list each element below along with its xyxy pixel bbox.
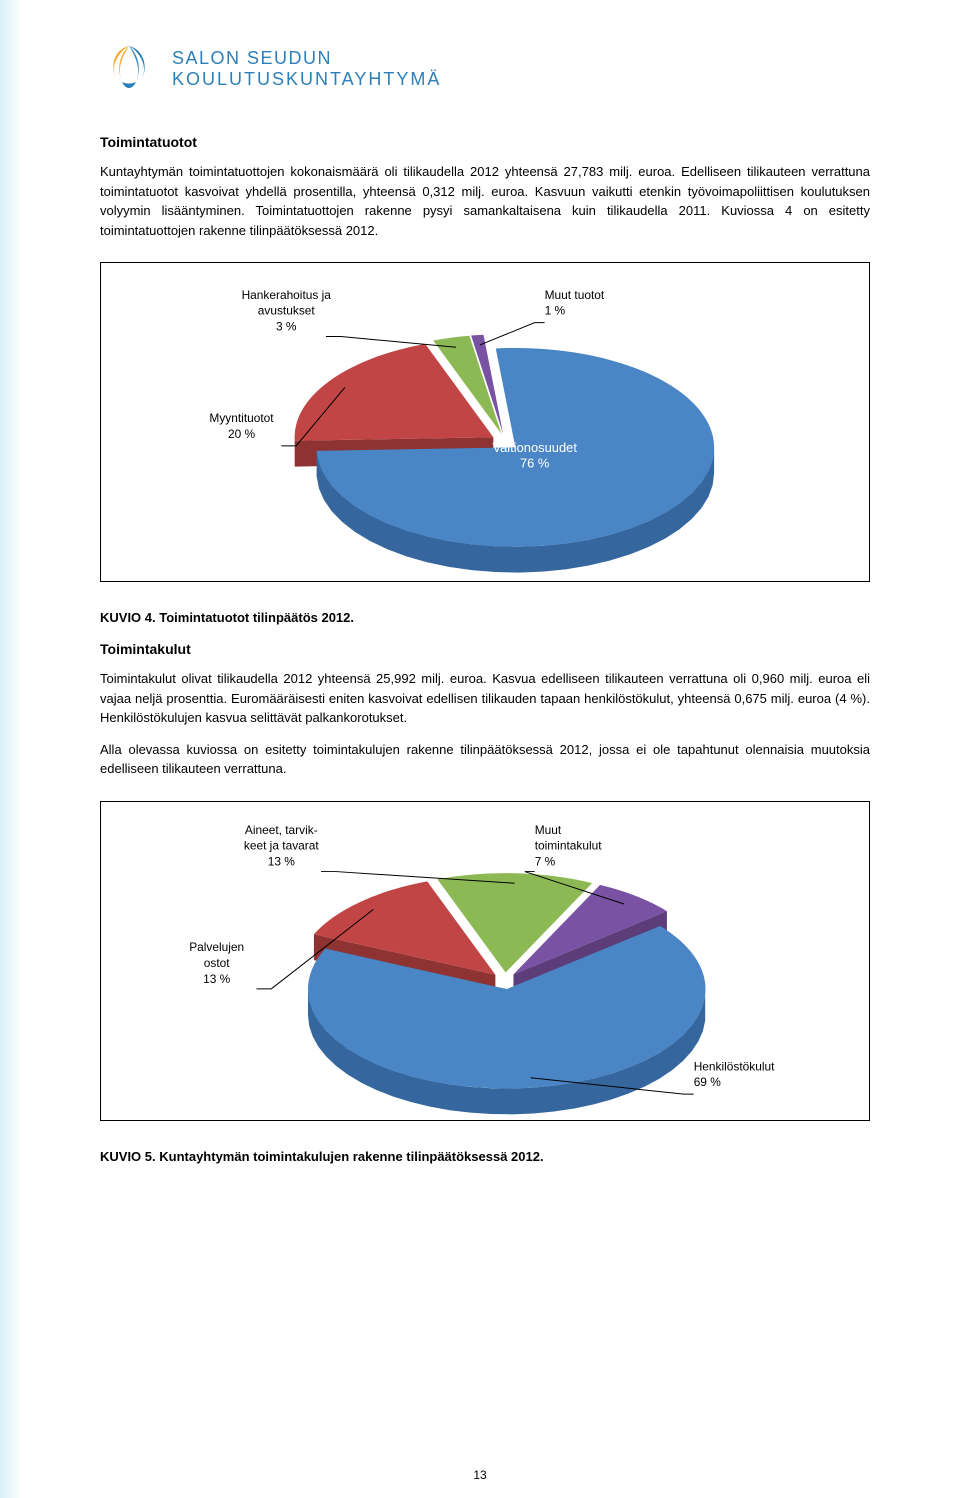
svg-text:20 %: 20 % xyxy=(228,427,256,441)
svg-text:Valtionosuudet: Valtionosuudet xyxy=(492,440,577,455)
svg-text:keet ja tavarat: keet ja tavarat xyxy=(244,838,319,852)
svg-text:3 %: 3 % xyxy=(276,320,297,334)
svg-text:ostot: ostot xyxy=(204,955,231,969)
logo-mark-icon xyxy=(100,40,158,98)
svg-text:toimintakulut: toimintakulut xyxy=(535,838,603,852)
para-toimintakulut-1: Toimintakulut olivat tilikaudella 2012 y… xyxy=(100,669,870,728)
heading-toimintakulut: Toimintakulut xyxy=(100,641,870,657)
logo-line1: SALON SEUDUN xyxy=(172,48,441,69)
page-number: 13 xyxy=(473,1468,486,1482)
svg-text:Muut: Muut xyxy=(535,822,562,836)
svg-text:Hankerahoitus ja: Hankerahoitus ja xyxy=(242,288,332,302)
svg-text:Aineet, tarvik-: Aineet, tarvik- xyxy=(245,822,318,836)
svg-text:1 %: 1 % xyxy=(545,304,566,318)
para-toimintatuotot: Kuntayhtymän toimintatuottojen kokonaism… xyxy=(100,162,870,240)
pie-chart-1: Hankerahoitus ja avustukset 3 % Muut tuotot… xyxy=(101,263,869,581)
svg-text:Muut tuotot: Muut tuotot xyxy=(545,288,605,302)
chart-1-caption: KUVIO 4. Toimintatuotot tilinpäätös 2012… xyxy=(100,610,870,625)
svg-text:Henkilöstökulut: Henkilöstökulut xyxy=(694,1059,775,1073)
pie-chart-2: Aineet, tarvik-keet ja tavarat 13 % Muut to… xyxy=(101,802,869,1120)
heading-toimintatuotot: Toimintatuotot xyxy=(100,134,870,150)
logo-line2: KOULUTUSKUNTAYHTYMÄ xyxy=(172,69,441,90)
chart-1-frame: Hankerahoitus ja avustukset 3 % Muut tuotot… xyxy=(100,262,870,582)
para-toimintakulut-2: Alla olevassa kuviossa on esitetty toimi… xyxy=(100,740,870,779)
svg-text:76 %: 76 % xyxy=(520,456,550,471)
header-logo: SALON SEUDUN KOULUTUSKUNTAYHTYMÄ xyxy=(100,40,870,98)
svg-text:Palvelujen: Palvelujen xyxy=(189,940,244,954)
chart-2-frame: Aineet, tarvik-keet ja tavarat 13 % Muut to… xyxy=(100,801,870,1121)
chart-2-caption: KUVIO 5. Kuntayhtymän toimintakulujen ra… xyxy=(100,1149,870,1164)
svg-text:69 %: 69 % xyxy=(694,1075,722,1089)
svg-text:13 %: 13 % xyxy=(203,971,231,985)
svg-text:Myyntituotot: Myyntituotot xyxy=(209,411,274,425)
svg-text:7 %: 7 % xyxy=(535,854,556,868)
svg-text:avustukset: avustukset xyxy=(258,304,316,318)
svg-text:13 %: 13 % xyxy=(268,854,296,868)
logo-text: SALON SEUDUN KOULUTUSKUNTAYHTYMÄ xyxy=(172,48,441,90)
